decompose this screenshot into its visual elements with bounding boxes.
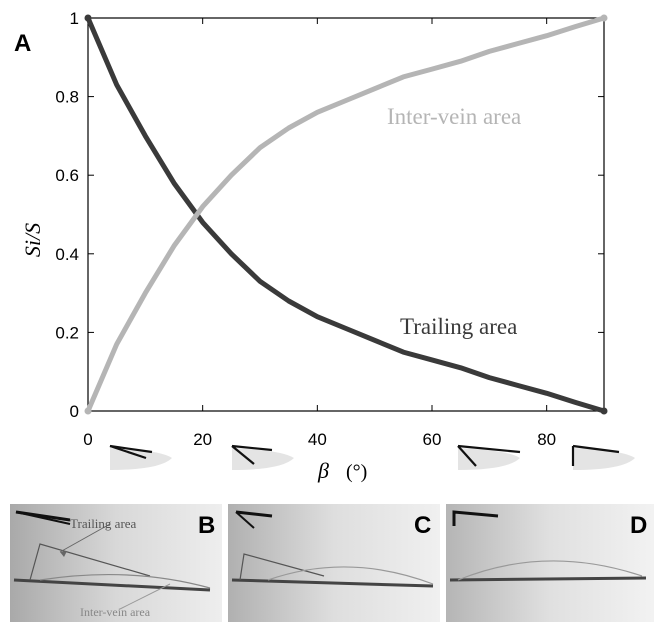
panel-c-label: C (414, 512, 432, 539)
panel-d-label: D (630, 512, 648, 539)
wing-diagram-inset-d (452, 510, 499, 526)
y-axis-label: Si/S (20, 223, 45, 257)
series-endpoint (600, 407, 608, 415)
y-tick-label: 0.4 (55, 245, 79, 264)
series-label-intervein: Inter-vein area (387, 104, 521, 129)
wing-leading-vein-icon (572, 444, 620, 454)
x-tick-label: 60 (423, 430, 442, 449)
x-tick-label: 40 (308, 430, 327, 449)
wing-trailing-vein-icon (457, 445, 477, 467)
x-tick-label: 80 (537, 430, 556, 449)
wing-diagram-inset-b (15, 510, 71, 525)
wing-trailing-vein-icon (231, 445, 255, 465)
x-tick-label: 20 (193, 430, 212, 449)
y-tick-label: 0.8 (55, 88, 79, 107)
photo-panel-d (446, 504, 654, 622)
photo-panel-b: Trailing area Inter-vein area (10, 504, 222, 622)
x-tick-label: 0 (83, 430, 92, 449)
series-line (85, 15, 607, 414)
wing-leading-vein-icon (109, 444, 153, 454)
x-axis-label-symbol: β (317, 458, 329, 483)
panel-a-label: A (14, 30, 32, 57)
photo-b-intervein-label: Inter-vein area (80, 605, 151, 619)
series-line (85, 15, 607, 414)
series-endpoint (84, 14, 92, 22)
y-tick-label: 1 (70, 9, 79, 28)
y-tick-label: 0 (70, 402, 79, 421)
series-label-trailing: Trailing area (400, 314, 517, 339)
wing-trailing-vein-icon (109, 444, 147, 460)
photo-b-trailing-label: Trailing area (70, 516, 137, 531)
line-chart: 0 0.2 0.4 0.6 0.8 1 0 20 40 60 80 β (°) Si/S Inter-vei… (20, 9, 635, 483)
y-tick-label: 0.2 (55, 323, 79, 342)
wing-leading-vein-icon (457, 444, 521, 454)
x-axis-label-unit: (°) (346, 461, 367, 483)
series-endpoint (84, 407, 92, 415)
photo-panel-c (228, 504, 440, 622)
panel-b-label: B (198, 512, 216, 539)
plot-frame (87, 17, 605, 412)
wing-shape-icon (573, 448, 635, 470)
wing-leading-vein-icon (231, 444, 273, 452)
wing-shape-icon (110, 448, 172, 470)
series-endpoint (600, 14, 608, 22)
y-tick-label: 0.6 (55, 166, 79, 185)
wing-shape-icon (232, 448, 294, 470)
wing-diagram-inset-c (235, 510, 273, 529)
